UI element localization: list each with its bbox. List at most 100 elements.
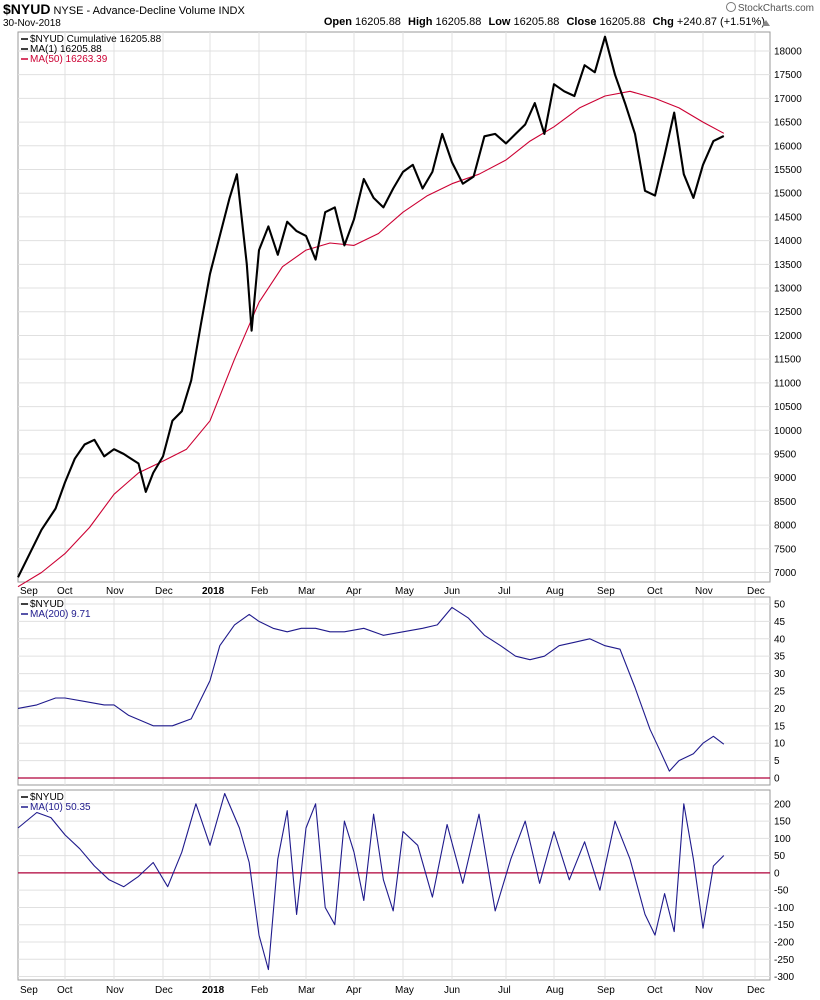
- x-tick-label: Apr: [346, 985, 362, 996]
- y-tick-label: 17500: [774, 70, 802, 81]
- y-tick-label: 100: [774, 834, 791, 845]
- y-tick-label: -200: [774, 938, 794, 949]
- y-tick-label: 9500: [774, 449, 797, 460]
- x-tick-label: May: [395, 985, 414, 996]
- open-label: Open: [323, 16, 352, 28]
- y-tick-label: 50: [774, 851, 786, 862]
- y-tick-label: 16000: [774, 141, 802, 152]
- brand-name: StockCharts.com: [737, 3, 814, 14]
- x-tick-label: Aug: [546, 586, 564, 597]
- y-tick-label: 45: [774, 617, 786, 628]
- symbol-title: $NYUD NYSE - Advance-Decline Volume INDX: [3, 1, 245, 17]
- low-label: Low: [488, 16, 511, 28]
- x-tick-label: Sep: [597, 586, 615, 597]
- x-tick-label: Nov: [695, 985, 713, 996]
- legend-label: MA(10) 50.35: [30, 802, 91, 813]
- x-tick-label: Feb: [251, 985, 269, 996]
- legend-label: $NYUD Cumulative 16205.88: [30, 34, 162, 45]
- y-tick-label: 200: [774, 799, 791, 810]
- x-tick-label: 2018: [202, 985, 225, 996]
- panel-frame: [17, 789, 771, 981]
- y-tick-label: 14000: [774, 236, 802, 247]
- x-tick-label: Nov: [106, 985, 124, 996]
- panel-price: 7000 7500 8000 8500 9000 9500 10000 10500 11000 1…: [17, 31, 802, 588]
- y-tick-label: 13000: [774, 284, 802, 295]
- y-tick-label: 10500: [774, 402, 802, 413]
- y-tick-label: 15500: [774, 165, 802, 176]
- x-tick-label: Aug: [546, 985, 564, 996]
- y-tick-label: 9000: [774, 473, 797, 484]
- chg-value: +240.87 (+1.51%): [676, 16, 765, 28]
- x-tick-label: Oct: [57, 586, 73, 597]
- brand[interactable]: StockCharts.com: [725, 2, 814, 14]
- x-tick-label: Mar: [298, 586, 316, 597]
- y-tick-label: 7000: [774, 568, 797, 579]
- low-value: 16205.88: [513, 16, 560, 28]
- y-tick-label: 150: [774, 817, 791, 828]
- x-tick-label: Oct: [57, 985, 73, 996]
- y-tick-label: -100: [774, 903, 794, 914]
- y-tick-label: 30: [774, 669, 786, 680]
- series-line-ma-10-: [17, 792, 725, 971]
- y-tick-label: -250: [774, 955, 794, 966]
- y-tick-label: 11500: [774, 355, 802, 366]
- y-tick-label: 50: [774, 599, 786, 610]
- y-tick-label: 20: [774, 704, 786, 715]
- x-tick-label: Feb: [251, 586, 269, 597]
- chart-header: $NYUD NYSE - Advance-Decline Volume INDX …: [0, 0, 820, 32]
- high-value: 16205.88: [435, 16, 482, 28]
- y-tick-label: 11000: [774, 378, 802, 389]
- symbol-description: NYSE - Advance-Decline Volume INDX: [53, 5, 245, 17]
- y-tick-label: 10000: [774, 426, 802, 437]
- quote-summary: Open 16205.88 High 16205.88 Low 16205.88…: [320, 16, 765, 28]
- y-tick-label: -50: [774, 886, 789, 897]
- open-value: 16205.88: [355, 16, 401, 28]
- x-tick-label: Oct: [647, 586, 663, 597]
- symbol: $NYUD: [3, 1, 51, 17]
- y-tick-label: 10: [774, 739, 786, 750]
- x-tick-label: May: [395, 586, 414, 597]
- legend-label: $NYUD: [30, 792, 64, 803]
- x-tick-label: Sep: [597, 985, 615, 996]
- x-tick-label: Jun: [444, 586, 460, 597]
- y-tick-label: 0: [774, 774, 780, 785]
- x-tick-label: Dec: [155, 586, 173, 597]
- y-tick-label: 8000: [774, 521, 797, 532]
- x-tick-label: Sep: [20, 586, 38, 597]
- y-tick-label: 7500: [774, 544, 797, 555]
- y-tick-label: 25: [774, 687, 786, 698]
- x-tick-label: Sep: [20, 985, 38, 996]
- y-tick-label: 16500: [774, 118, 802, 129]
- legend-label: MA(1) 16205.88: [30, 44, 102, 55]
- y-tick-label: 12000: [774, 331, 802, 342]
- y-tick-label: 40: [774, 634, 786, 645]
- panel-indicator-2: -300 -250 -200 -150 -100 -50 0 50 100 150 200 $NYUD…: [17, 789, 794, 983]
- series-line--nyud-cumulative: [17, 35, 725, 578]
- x-tick-label: 2018: [202, 586, 225, 597]
- close-label: Close: [566, 16, 597, 28]
- y-tick-label: 35: [774, 652, 786, 663]
- stockcharts-logo-icon: [725, 2, 736, 12]
- y-tick-label: -300: [774, 972, 794, 983]
- x-tick-label: Nov: [695, 586, 713, 597]
- x-tick-label: Dec: [155, 985, 173, 996]
- x-tick-label: Dec: [747, 985, 765, 996]
- x-tick-label: Mar: [298, 985, 316, 996]
- legend-label: $NYUD: [30, 599, 64, 610]
- y-tick-label: 18000: [774, 46, 802, 57]
- series-line-ma-50-: [17, 90, 725, 588]
- legend-label: MA(200) 9.71: [30, 609, 91, 620]
- legend-label: MA(50) 16263.39: [30, 54, 108, 65]
- close-value: 16205.88: [599, 16, 646, 28]
- y-tick-label: 12500: [774, 307, 802, 318]
- y-tick-label: 13500: [774, 260, 802, 271]
- chg-label: Chg: [652, 16, 674, 28]
- y-tick-label: 14500: [774, 212, 802, 223]
- y-tick-label: 15000: [774, 189, 802, 200]
- y-tick-label: -150: [774, 920, 794, 931]
- up-triangle-icon: [762, 20, 770, 26]
- y-tick-label: 5: [774, 756, 780, 767]
- high-label: High: [408, 16, 433, 28]
